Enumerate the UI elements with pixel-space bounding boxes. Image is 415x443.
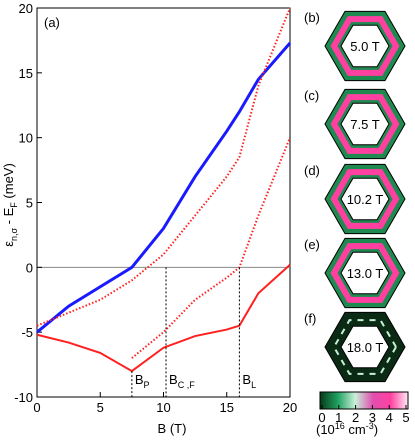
colorbar — [319, 391, 409, 410]
colorbar-tick-label: 3 — [369, 410, 376, 425]
plot-frame — [36, 7, 291, 398]
field-label: 5.0 T — [350, 39, 379, 54]
y-tick-label: -5 — [21, 325, 33, 340]
series-line — [36, 263, 291, 373]
colorbar-tick-label: 2 — [352, 410, 359, 425]
field-label: 10.2 T — [347, 192, 384, 207]
panel-tag: (f) — [304, 311, 316, 326]
marker-label: BC ,F — [169, 372, 195, 390]
colorbar-tick-label: 4 — [386, 410, 393, 425]
y-label: εn,σ - EF (meV) — [1, 163, 19, 247]
x-label: B (T) — [158, 421, 187, 436]
colorbar-tick-label: 1 — [335, 410, 342, 425]
marker-main: B — [135, 372, 144, 387]
x-tick-label: 5 — [97, 400, 104, 415]
panel-tag: (b) — [304, 10, 320, 25]
panel-label: (a) — [44, 15, 60, 30]
y-tick-label: -10 — [14, 390, 33, 405]
density-ring — [330, 169, 400, 229]
marker-label: BP — [135, 372, 150, 390]
field-label: 18.0 T — [347, 340, 384, 355]
y-tick-label: 10 — [19, 131, 33, 146]
panel-tag: (e) — [304, 237, 320, 252]
density-ring — [330, 94, 400, 154]
marker-main: B — [169, 372, 178, 387]
density-ring — [330, 16, 400, 76]
marker-sub: P — [144, 380, 150, 390]
field-label: 7.5 T — [350, 117, 379, 132]
marker-sub: C ,F — [178, 380, 196, 390]
field-label: 13.0 T — [347, 266, 384, 281]
series-line — [36, 42, 292, 334]
hexagon-inner — [340, 24, 390, 68]
x-tick-label: 0 — [33, 400, 40, 415]
colorbar-tick-label: 0 — [318, 410, 325, 425]
x-tick-label: 15 — [220, 400, 234, 415]
colorbar-tick-label: 5 — [402, 410, 409, 425]
y-tick-label: 15 — [19, 66, 33, 81]
y-tick-label: 5 — [26, 196, 33, 211]
colorbar-label: (1016 cm-3) — [316, 421, 378, 437]
marker-label: BL — [242, 372, 256, 390]
marker-sub: L — [251, 380, 256, 390]
hexagon-inner — [340, 177, 390, 221]
hexagon-inner — [340, 325, 390, 369]
y-tick-label: 0 — [26, 260, 33, 275]
hexagon-inner — [340, 251, 390, 295]
hexagon-inner — [340, 102, 390, 146]
x-tick-label: 10 — [156, 400, 170, 415]
series-line — [131, 137, 291, 359]
panel-tag: (c) — [304, 88, 319, 103]
y-tick-label: 20 — [19, 1, 33, 16]
marker-main: B — [242, 372, 251, 387]
panel-tag: (d) — [304, 163, 320, 178]
series-line — [36, 7, 291, 327]
x-tick-label: 20 — [283, 400, 297, 415]
density-ring — [330, 243, 400, 303]
